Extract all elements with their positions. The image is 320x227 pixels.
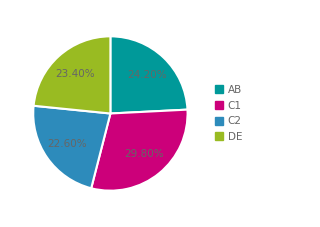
Text: 29.80%: 29.80% [124, 149, 164, 159]
Wedge shape [34, 36, 110, 114]
Legend: AB, C1, C2, DE: AB, C1, C2, DE [211, 81, 246, 146]
Text: 22.60%: 22.60% [47, 139, 87, 149]
Wedge shape [91, 110, 188, 191]
Text: 24.20%: 24.20% [127, 70, 166, 80]
Text: 23.40%: 23.40% [55, 69, 95, 79]
Wedge shape [33, 106, 110, 188]
Wedge shape [110, 36, 188, 114]
